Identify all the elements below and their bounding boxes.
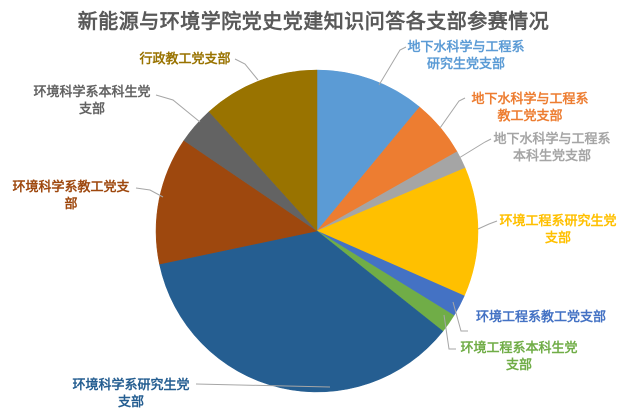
pie-slice-0 xyxy=(316,69,420,232)
slice-label-admin-faculty: 行政教工党支部 xyxy=(139,51,231,66)
slice-label-envengineering-graduate: 环境工程系研究生党 支部 xyxy=(499,213,617,245)
leader-line-8 xyxy=(155,94,201,123)
pie-slice-6 xyxy=(159,230,444,393)
pie-slice-7 xyxy=(155,140,318,265)
leader-line-3 xyxy=(477,220,498,230)
chart-title: 新能源与环境学院党史党建知识问答各支部参赛情况 xyxy=(77,11,550,33)
leader-line-0 xyxy=(378,46,407,86)
leader-line-6 xyxy=(195,383,331,388)
slice-label-envscience-graduate: 环境科学系研究生党 支部 xyxy=(72,377,190,409)
leader-line-5 xyxy=(443,314,456,350)
leader-line-4 xyxy=(452,301,468,332)
slice-label-groundwater-faculty: 地下水科学与工程系 教工党支部 xyxy=(471,91,589,123)
leader-line-2 xyxy=(458,138,492,159)
slice-label-groundwater-undergraduate: 地下水科学与工程系 本科生党支部 xyxy=(493,131,611,163)
slice-label-groundwater-graduate: 地下水科学与工程系 研究生党支部 xyxy=(407,39,525,71)
slice-label-envengineering-undergrad: 环境工程系本科生党 支部 xyxy=(460,340,578,372)
leader-line-9 xyxy=(234,58,259,81)
slice-label-envscience-faculty: 环境科学系教工党支 部 xyxy=(12,179,130,211)
leader-line-1 xyxy=(439,97,466,129)
pie-slice-3 xyxy=(316,167,479,297)
leader-line-7 xyxy=(135,187,164,198)
slice-label-envscience-undergraduate: 环境科学系本科生党 支部 xyxy=(33,84,151,116)
slice-label-envengineering-faculty: 环境工程系教工党支部 xyxy=(475,309,606,324)
pie-slice-9 xyxy=(208,69,318,232)
